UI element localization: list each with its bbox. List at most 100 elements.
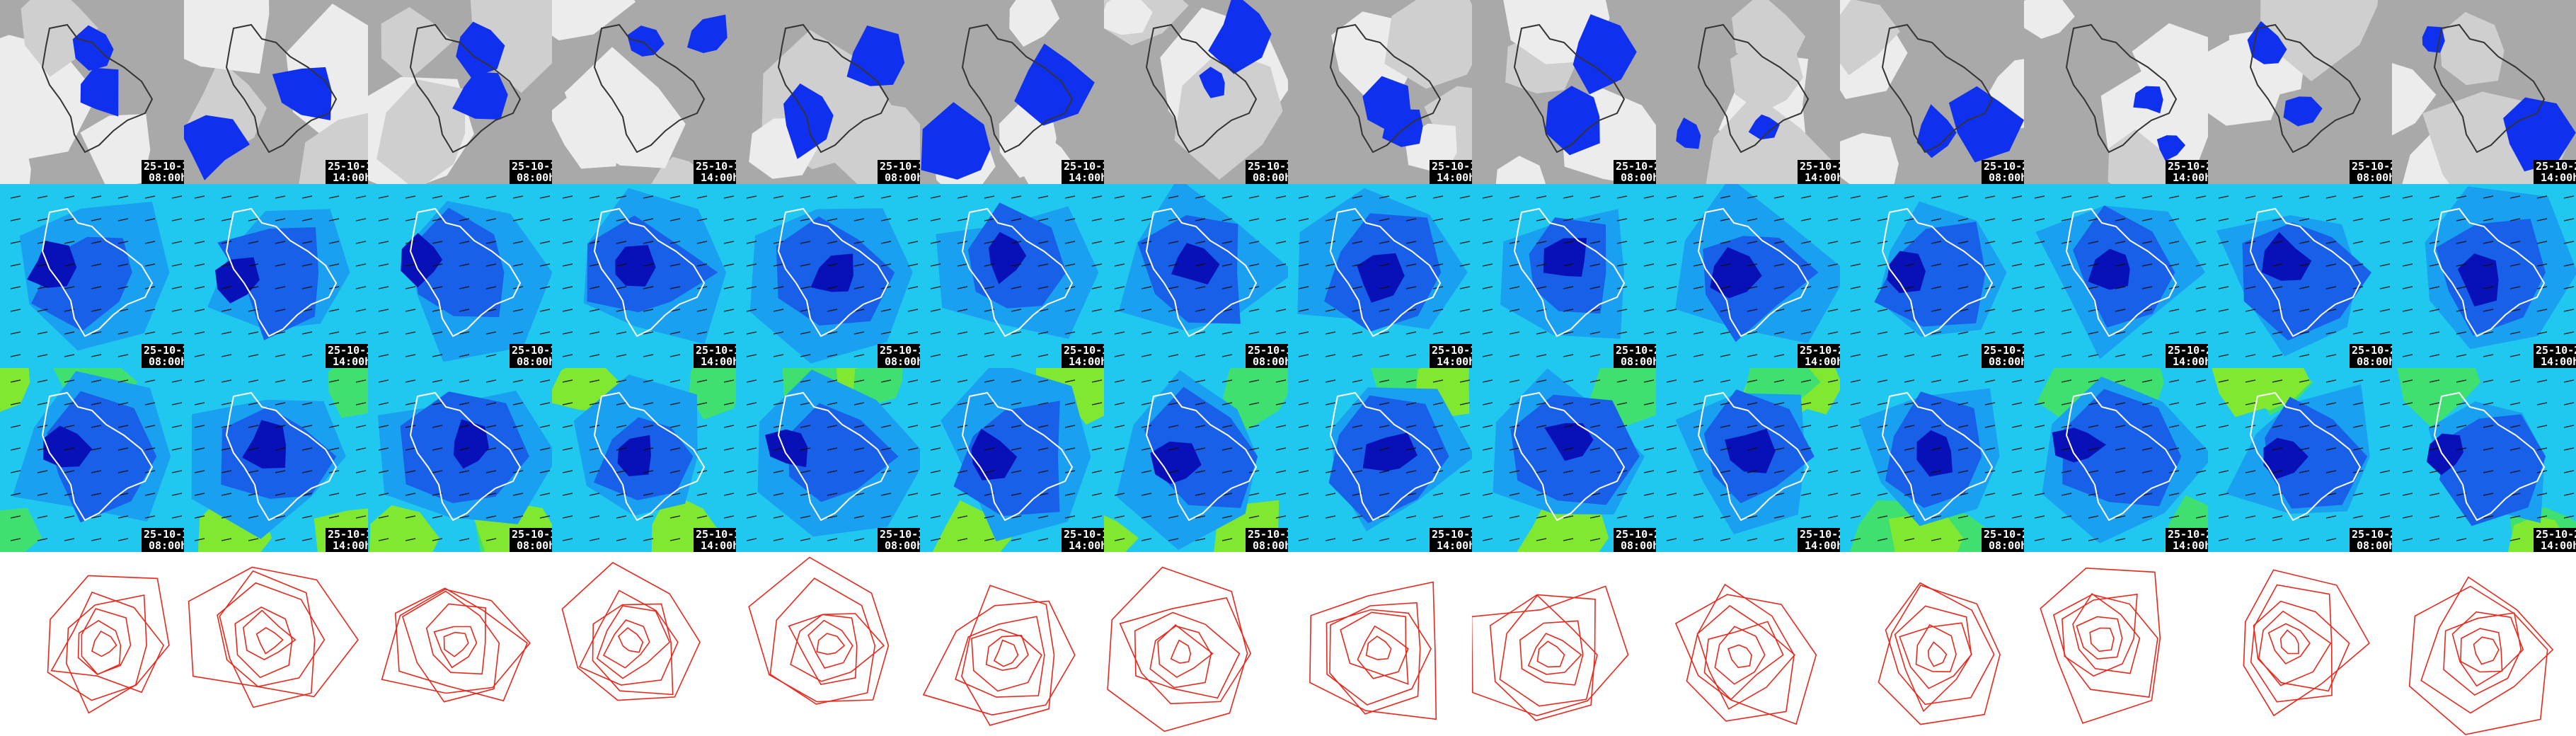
wind-barb [1666, 425, 1677, 428]
wind-barb [2509, 515, 2521, 519]
wind-barb [1298, 218, 1309, 222]
time-label: 08:00h [2357, 539, 2395, 552]
map-tile [0, 552, 184, 736]
wind-barb [1693, 447, 1704, 451]
wind-barb [2483, 493, 2494, 496]
date-label: 25-10-20 [1616, 344, 1667, 357]
wind-barb [1064, 493, 1076, 496]
precip [2503, 97, 2576, 172]
wind-barb [432, 470, 443, 473]
map-tile [1840, 552, 2024, 736]
isobar [47, 575, 170, 701]
cloud [1384, 0, 1472, 89]
wind-barb [355, 493, 367, 496]
wind-barb [984, 218, 995, 222]
wind-barb [91, 470, 102, 473]
wind-barb [1352, 195, 1363, 199]
isobar [255, 627, 284, 655]
isobar [1329, 602, 1421, 715]
isobar [1170, 639, 1192, 664]
wind-barb [2563, 470, 2575, 473]
wind-barb [248, 379, 259, 383]
date-label: 25-10-20 [1800, 160, 1851, 173]
coast [1513, 23, 1626, 154]
wind-barb [1011, 286, 1022, 289]
wind-barb [907, 331, 919, 335]
wind-barb [405, 218, 416, 222]
wind-barb [1850, 538, 1861, 541]
wind-barb [1827, 195, 1839, 199]
wind-barb [539, 379, 551, 383]
wind-barb [2536, 241, 2548, 244]
wind-barb [907, 379, 919, 383]
wind-barb [1984, 218, 1996, 222]
wind-barb [1459, 379, 1471, 383]
precip [1199, 67, 1225, 98]
isobar [2040, 567, 2161, 724]
time-label: 08:00h [1989, 171, 2027, 184]
wind-barb [2245, 425, 2256, 428]
wind-barb [1643, 447, 1655, 451]
wind-barb [1298, 195, 1309, 199]
wind-barb [37, 470, 48, 473]
isobar [50, 591, 165, 694]
wind-barb [1850, 241, 1861, 244]
time-label-bg [1614, 160, 1656, 184]
time-label: 08:00h [2357, 171, 2395, 184]
wind-barb [1850, 309, 1861, 312]
wind-barb [1616, 241, 1628, 244]
wind-barb [539, 447, 551, 451]
wind-barb [1904, 515, 1915, 519]
wind-barb [1379, 331, 1390, 335]
tile-bg [184, 552, 368, 736]
time-label: 08:00h [1621, 171, 1659, 184]
wind-barb [1064, 195, 1076, 199]
wind-barb [2141, 241, 2153, 244]
wind-barb [1957, 425, 1969, 428]
wind-barb [301, 241, 313, 244]
wind-barb [1275, 515, 1287, 519]
wind-barb [1352, 538, 1363, 541]
wind-barb [1168, 286, 1179, 289]
wind-barb [957, 263, 968, 267]
date-label: 25-10-19 [1432, 528, 1483, 541]
wind-barb [1536, 538, 1547, 541]
wind-barb [746, 218, 757, 222]
date-label: 25-10-22 [2536, 344, 2576, 357]
wind-barb [1589, 425, 1601, 428]
wind-barb [275, 402, 286, 406]
wind-barb [171, 447, 183, 451]
wind-barb [2011, 515, 2023, 519]
wind-barb [1536, 195, 1547, 199]
isobar [81, 608, 132, 675]
wind-barb [1037, 241, 1049, 244]
wind-barb [37, 309, 48, 312]
wind-barb [773, 286, 784, 289]
wind-barb [1298, 263, 1309, 267]
wind-barb [2195, 241, 2207, 244]
wind-barb [2195, 309, 2207, 312]
wind-barb [117, 425, 129, 428]
wind-barb [2011, 309, 2023, 312]
wind-barb [459, 379, 470, 383]
wind-barb [194, 493, 205, 496]
wind-barb [643, 538, 654, 541]
wind-barb [2483, 447, 2494, 451]
wind-barb [1195, 195, 1206, 199]
wind-barb [2563, 379, 2575, 383]
wind-barb [459, 309, 470, 312]
wind-barb [1141, 470, 1152, 473]
time-label: 08:00h [1989, 539, 2027, 552]
wind-barb [1011, 447, 1022, 451]
wind-barb [194, 379, 205, 383]
wind-barb [1298, 425, 1309, 428]
wind-barb [562, 195, 573, 199]
wind-barb [1931, 195, 1942, 199]
wind-barb [696, 195, 708, 199]
wind-barb [1563, 309, 1574, 312]
wind-barb [194, 425, 205, 428]
wind-barb [2352, 218, 2364, 222]
wind-barb [1850, 195, 1861, 199]
wind-barb [2245, 286, 2256, 289]
